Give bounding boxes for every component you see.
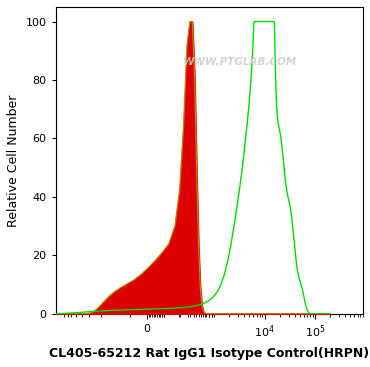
- X-axis label: CL405-65212 Rat IgG1 Isotype Control(HRPN): CL405-65212 Rat IgG1 Isotype Control(HRP…: [49, 347, 369, 360]
- Text: WWW.PTGLAB.COM: WWW.PTGLAB.COM: [183, 57, 297, 67]
- Y-axis label: Relative Cell Number: Relative Cell Number: [7, 94, 20, 226]
